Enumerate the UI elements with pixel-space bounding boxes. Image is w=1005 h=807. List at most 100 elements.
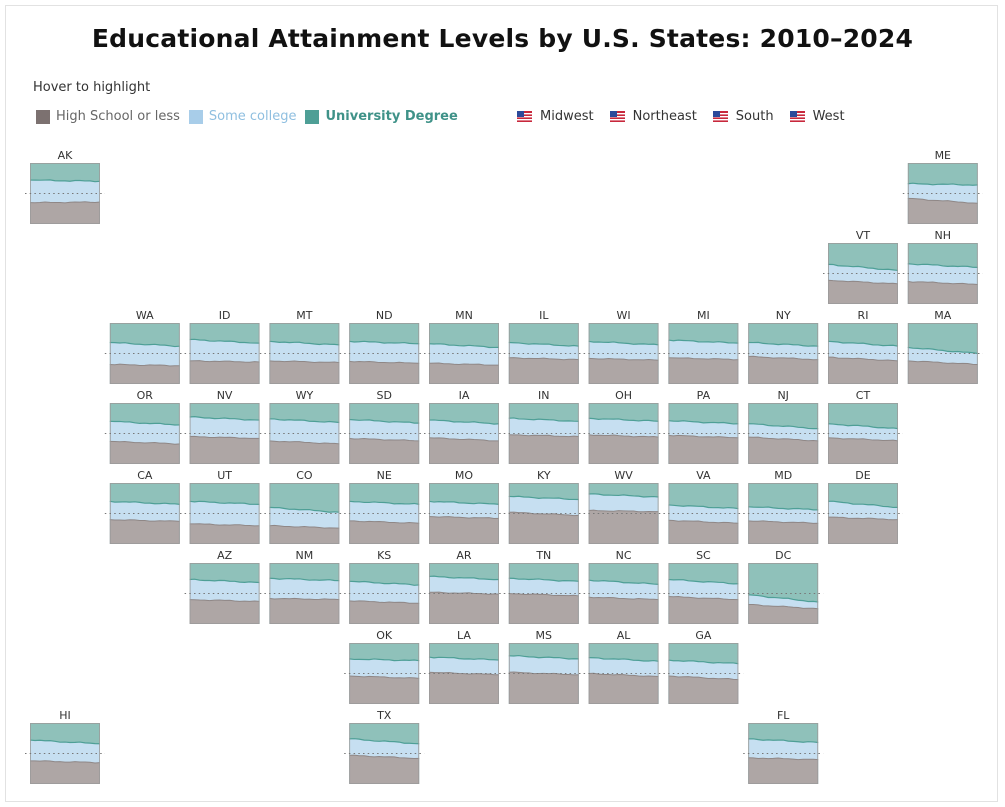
legend-item-university[interactable]: University Degree bbox=[305, 109, 458, 124]
state-tile-sd[interactable]: SD bbox=[344, 389, 425, 464]
state-tile-mo[interactable]: MO bbox=[424, 469, 504, 544]
state-tile-mn[interactable]: MN bbox=[424, 309, 504, 384]
state-tile-ne[interactable]: NE bbox=[344, 469, 425, 544]
state-tile-az[interactable]: AZ bbox=[184, 549, 265, 624]
university-boundary-line bbox=[668, 420, 739, 425]
state-tile-ks[interactable]: KS bbox=[344, 549, 425, 624]
state-tile-me[interactable]: ME bbox=[902, 149, 983, 224]
state-tile-ny[interactable]: NY bbox=[743, 309, 824, 384]
university-boundary-line bbox=[349, 500, 420, 505]
state-tile-nc[interactable]: NC bbox=[583, 549, 664, 624]
university-boundary-line bbox=[588, 417, 659, 422]
state-label: KS bbox=[377, 549, 391, 562]
state-tile-ok[interactable]: OK bbox=[344, 629, 425, 704]
state-label: AR bbox=[456, 549, 472, 562]
us-flag-icon bbox=[609, 111, 625, 122]
legend-swatch-some-college bbox=[188, 109, 203, 124]
state-tile-ma[interactable]: MA bbox=[902, 309, 983, 384]
state-tile-la[interactable]: LA bbox=[424, 629, 504, 704]
legend-label-northeast: Northeast bbox=[632, 109, 697, 124]
state-tile-oh[interactable]: OH bbox=[583, 389, 664, 464]
state-label: MS bbox=[536, 629, 552, 642]
university-boundary-line bbox=[748, 423, 819, 430]
high-school-boundary-line bbox=[907, 197, 978, 204]
legend-item-northeast[interactable]: Northeast bbox=[609, 109, 697, 124]
state-tile-wv[interactable]: WV bbox=[583, 469, 664, 544]
state-tile-ca[interactable]: CA bbox=[104, 469, 185, 544]
state-tile-dc[interactable]: DC bbox=[743, 549, 824, 624]
state-tile-ia[interactable]: IA bbox=[424, 389, 504, 464]
legend-item-high-school[interactable]: High School or less bbox=[36, 109, 180, 124]
legend-item-south[interactable]: South bbox=[712, 109, 774, 124]
state-tile-hi[interactable]: HI bbox=[25, 709, 105, 784]
state-tile-il[interactable]: IL bbox=[503, 309, 584, 384]
high-school-area bbox=[748, 437, 819, 464]
state-tile-sc[interactable]: SC bbox=[663, 549, 744, 624]
state-tile-ut[interactable]: UT bbox=[184, 469, 265, 544]
state-tile-ky[interactable]: KY bbox=[503, 469, 584, 544]
state-tile-nd[interactable]: ND bbox=[344, 309, 425, 384]
high-school-boundary-line bbox=[109, 363, 180, 367]
state-label: RI bbox=[858, 309, 869, 322]
state-tile-co[interactable]: CO bbox=[264, 469, 345, 544]
state-tile-tn[interactable]: TN bbox=[503, 549, 584, 624]
state-tile-or[interactable]: OR bbox=[104, 389, 185, 464]
university-boundary-line bbox=[189, 500, 260, 505]
high-school-area bbox=[349, 438, 420, 464]
legend-label-high-school: High School or less bbox=[56, 109, 180, 124]
state-tile-ms[interactable]: MS bbox=[503, 629, 584, 704]
state-label: ND bbox=[376, 309, 393, 322]
high-school-boundary-line bbox=[907, 360, 978, 365]
state-tile-in[interactable]: IN bbox=[503, 389, 584, 464]
state-tile-mt[interactable]: MT bbox=[264, 309, 345, 384]
university-boundary-line bbox=[588, 493, 659, 498]
state-label: NC bbox=[616, 549, 632, 562]
state-label: TN bbox=[535, 549, 551, 562]
high-school-area bbox=[828, 517, 898, 544]
state-tile-ri[interactable]: RI bbox=[823, 309, 903, 384]
state-tile-nj[interactable]: NJ bbox=[743, 389, 824, 464]
state-tile-de[interactable]: DE bbox=[823, 469, 903, 544]
high-school-area bbox=[828, 280, 898, 304]
legend-item-west[interactable]: West bbox=[789, 109, 845, 124]
state-label: MA bbox=[934, 309, 951, 322]
legend-item-midwest[interactable]: Midwest bbox=[517, 109, 594, 124]
state-tile-fl[interactable]: FL bbox=[743, 709, 824, 784]
university-boundary-line bbox=[428, 500, 500, 505]
state-tile-vt[interactable]: VT bbox=[823, 229, 903, 304]
state-label: ME bbox=[935, 149, 951, 162]
high-school-area bbox=[508, 593, 579, 624]
state-tile-nv[interactable]: NV bbox=[184, 389, 265, 464]
high-school-area bbox=[907, 360, 978, 384]
state-tile-id[interactable]: ID bbox=[184, 309, 265, 384]
state-tile-wy[interactable]: WY bbox=[264, 389, 345, 464]
category-legend: High School or less Some college Univers… bbox=[36, 109, 467, 124]
high-school-area bbox=[349, 520, 420, 544]
state-tile-pa[interactable]: PA bbox=[663, 389, 744, 464]
state-tile-md[interactable]: MD bbox=[743, 469, 824, 544]
high-school-area bbox=[588, 673, 659, 704]
high-school-boundary-line bbox=[189, 360, 260, 363]
university-boundary-line bbox=[428, 343, 500, 349]
state-tile-wi[interactable]: WI bbox=[583, 309, 664, 384]
state-tile-nh[interactable]: NH bbox=[902, 229, 983, 304]
state-tile-mi[interactable]: MI bbox=[663, 309, 744, 384]
state-tile-nm[interactable]: NM bbox=[264, 549, 345, 624]
legend-item-some-college[interactable]: Some college bbox=[188, 109, 296, 124]
state-tile-al[interactable]: AL bbox=[583, 629, 664, 704]
state-tile-ar[interactable]: AR bbox=[424, 549, 504, 624]
state-tile-va[interactable]: VA bbox=[663, 469, 744, 544]
state-tile-ga[interactable]: GA bbox=[663, 629, 744, 704]
high-school-area bbox=[30, 201, 100, 224]
state-tile-wa[interactable]: WA bbox=[104, 309, 185, 384]
state-tile-tx[interactable]: TX bbox=[344, 709, 425, 784]
high-school-boundary-line bbox=[588, 357, 659, 361]
university-boundary-line bbox=[668, 339, 739, 344]
state-label: CO bbox=[296, 469, 313, 482]
state-label: PA bbox=[697, 389, 711, 402]
university-boundary-line bbox=[748, 594, 819, 603]
state-tile-ak[interactable]: AK bbox=[25, 149, 105, 224]
high-school-boundary-line bbox=[748, 603, 819, 610]
state-tile-ct[interactable]: CT bbox=[823, 389, 903, 464]
high-school-area bbox=[748, 520, 819, 544]
